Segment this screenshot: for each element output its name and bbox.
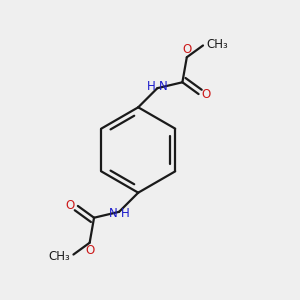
Text: CH₃: CH₃ [206,38,228,50]
Text: H: H [147,80,156,93]
Text: CH₃: CH₃ [49,250,70,262]
Text: N: N [159,80,168,93]
Text: O: O [66,200,75,212]
Text: O: O [182,43,191,56]
Text: O: O [202,88,211,100]
Text: N: N [109,207,118,220]
Text: H: H [121,207,129,220]
Text: O: O [85,244,94,257]
